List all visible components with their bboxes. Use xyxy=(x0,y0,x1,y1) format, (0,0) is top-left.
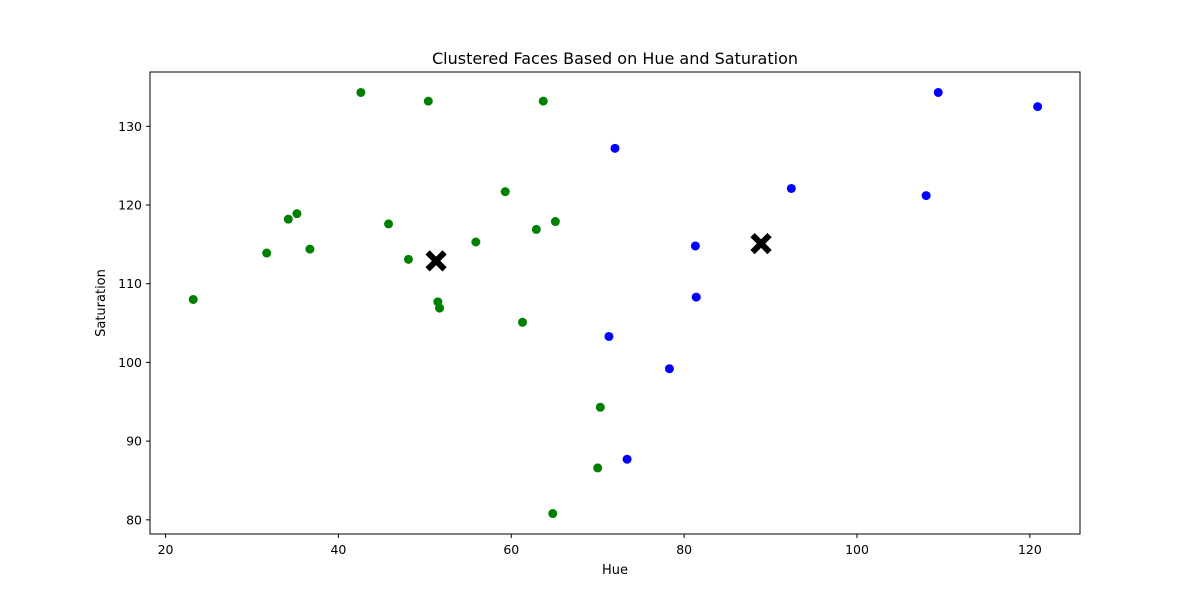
scatter-point xyxy=(423,96,433,106)
scatter-point xyxy=(786,183,796,193)
scatter-point xyxy=(305,244,315,254)
x-tick-label: 40 xyxy=(330,542,346,557)
x-tick-label: 100 xyxy=(845,542,869,557)
y-tick-label: 110 xyxy=(118,276,142,291)
scatter-point xyxy=(435,303,445,313)
scatter-point xyxy=(550,217,560,227)
scatter-point xyxy=(593,463,603,473)
centroid-marker xyxy=(425,250,447,272)
x-axis: 20 40 60 80 100 120 xyxy=(158,534,1042,557)
scatter-point xyxy=(471,237,481,247)
data-points xyxy=(188,87,1043,519)
scatter-point xyxy=(610,143,620,153)
scatter-point xyxy=(283,214,293,224)
scatter-point xyxy=(1033,102,1043,112)
centroid-stroke xyxy=(425,250,447,272)
centroid-stroke xyxy=(750,232,772,255)
y-axis: 80 90 100 110 120 130 xyxy=(118,119,150,527)
scatter-point xyxy=(188,294,198,304)
scatter-point xyxy=(538,96,548,106)
scatter-point xyxy=(262,248,272,258)
scatter-point xyxy=(595,402,605,412)
y-tick-label: 130 xyxy=(118,119,142,134)
x-tick-label: 120 xyxy=(1018,542,1042,557)
y-tick-label: 120 xyxy=(118,198,142,213)
y-axis-label: Saturation xyxy=(94,269,109,337)
scatter-point xyxy=(403,254,413,264)
plot-frame xyxy=(149,71,1081,535)
y-tick-label: 90 xyxy=(126,434,142,449)
y-tick-label: 80 xyxy=(126,512,142,527)
x-axis-label: Hue xyxy=(602,563,628,578)
scatter-point xyxy=(384,219,394,229)
scatter-point xyxy=(500,187,510,197)
y-tick-label: 100 xyxy=(118,355,142,370)
scatter-point xyxy=(518,317,528,327)
plot-area xyxy=(149,71,1081,535)
scatter-point xyxy=(604,331,614,341)
scatter-point xyxy=(921,191,931,201)
scatter-point xyxy=(691,292,701,302)
scatter-point xyxy=(622,454,632,464)
scatter-point xyxy=(356,87,366,97)
chart-title: Clustered Faces Based on Hue and Saturat… xyxy=(432,49,798,68)
scatter-point xyxy=(664,364,674,374)
scatter-point xyxy=(933,87,943,97)
x-tick-label: 20 xyxy=(158,542,174,557)
scatter-point xyxy=(690,241,700,251)
x-tick-label: 80 xyxy=(676,542,692,557)
x-tick-label: 60 xyxy=(503,542,519,557)
scatter-point xyxy=(292,209,302,219)
scatter-point xyxy=(548,509,558,519)
centroid-marker xyxy=(750,232,772,255)
scatter-point xyxy=(531,224,541,234)
